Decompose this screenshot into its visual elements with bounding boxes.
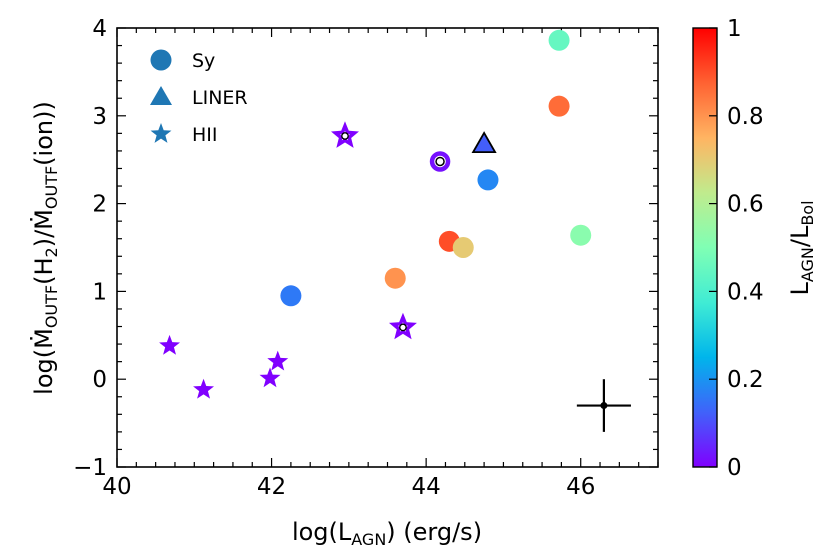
- sy-point: [548, 29, 570, 51]
- colorbar-gradient: [692, 27, 718, 468]
- error-bar: [576, 379, 631, 432]
- error-bar-center: [600, 402, 608, 410]
- x-tick-label: 40: [102, 474, 131, 500]
- colorbar-tick-label: 0.8: [727, 104, 764, 130]
- x-tick-label: 44: [412, 474, 441, 500]
- sy-point: [452, 237, 474, 258]
- hii-point: [259, 367, 281, 388]
- hii-point-open-ring: [341, 132, 349, 140]
- colorbar-title: LAGN/LBol: [786, 200, 817, 295]
- y-tick-label: −1: [73, 455, 107, 481]
- colorbar: 0 0.2 0.4 0.6 0.8 1: [692, 16, 764, 481]
- liner-point: [471, 131, 497, 154]
- sy-point-open: [429, 151, 451, 172]
- y-tick-label: 4: [92, 16, 107, 42]
- colorbar-tick-label: 1: [727, 16, 742, 42]
- x-tick-label: 42: [257, 474, 286, 500]
- hii-point-open: [331, 121, 359, 148]
- sy-point: [280, 285, 302, 307]
- colorbar-tick-label: 0: [727, 455, 742, 481]
- axis-ticks: 40 42 44 46 −1 0 1 2 3 4: [73, 16, 659, 500]
- sy-point-open-ring: [435, 156, 445, 167]
- y-tick-label: 1: [92, 279, 107, 305]
- data-points: [159, 29, 592, 399]
- legend-sy-marker: [150, 49, 172, 71]
- hii-point-open: [388, 312, 417, 340]
- legend: Sy LINER HII: [150, 49, 248, 146]
- y-tick-label: 3: [92, 104, 107, 130]
- y-axis-title: log(ṀOUTF(H2)/ṀOUTF(ion)): [29, 101, 61, 395]
- colorbar-tick-label: 0.6: [727, 192, 764, 218]
- y-tick-label: 0: [92, 367, 107, 393]
- x-axis-title: log(LAGN) (erg/s): [292, 518, 482, 549]
- legend-hii-marker: [150, 123, 172, 143]
- sy-point: [570, 224, 592, 246]
- hii-point: [267, 350, 289, 371]
- x-tick-label: 46: [566, 474, 595, 500]
- y-tick-label: 2: [92, 192, 107, 218]
- legend-label-hii: HII: [192, 124, 218, 146]
- hii-point: [159, 334, 181, 355]
- hii-point: [193, 378, 215, 399]
- sy-point: [548, 95, 570, 117]
- legend-label-sy: Sy: [192, 50, 215, 72]
- legend-liner-marker: [150, 86, 172, 105]
- colorbar-tick-label: 0.4: [727, 279, 764, 305]
- sy-point: [384, 267, 406, 289]
- colorbar-tick-label: 0.2: [727, 367, 764, 393]
- sy-point: [477, 169, 499, 191]
- hii-point-open-ring: [399, 323, 407, 332]
- legend-label-liner: LINER: [192, 87, 248, 109]
